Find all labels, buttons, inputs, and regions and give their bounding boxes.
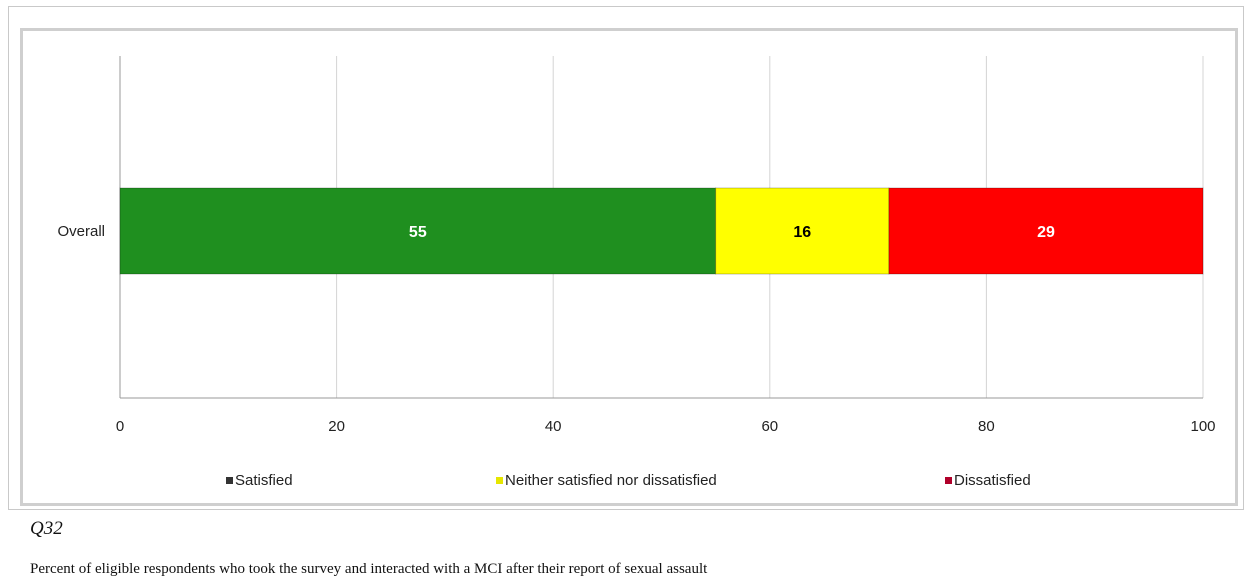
question-number: Q32 xyxy=(30,518,63,539)
legend-swatch-neither xyxy=(496,477,503,484)
chart-legend: Satisfied Neither satisfied nor dissatis… xyxy=(0,472,1250,492)
data-label-1: 16 xyxy=(793,224,811,241)
legend-label-dissatisfied: Dissatisfied xyxy=(954,472,1031,489)
figure-description: Percent of eligible respondents who took… xyxy=(30,561,708,577)
legend-swatch-satisfied xyxy=(226,477,233,484)
legend-label-neither: Neither satisfied nor dissatisfied xyxy=(505,472,717,489)
legend-label-satisfied: Satisfied xyxy=(235,472,293,489)
data-label-2: 29 xyxy=(1037,224,1055,241)
x-tick-label: 60 xyxy=(761,418,778,435)
x-tick-label: 100 xyxy=(1190,418,1215,435)
data-label-0: 55 xyxy=(409,224,427,241)
legend-item-dissatisfied: Dissatisfied xyxy=(945,472,1031,489)
category-label: Overall xyxy=(57,223,105,240)
bar-segment-0 xyxy=(119,187,717,275)
legend-swatch-dissatisfied xyxy=(945,477,952,484)
x-tick-label: 20 xyxy=(328,418,345,435)
legend-item-neither: Neither satisfied nor dissatisfied xyxy=(496,472,717,489)
x-tick-label: 40 xyxy=(545,418,562,435)
x-tick-label: 0 xyxy=(116,418,124,435)
bar-segment-1 xyxy=(715,187,890,275)
legend-item-satisfied: Satisfied xyxy=(226,472,293,489)
x-tick-label: 80 xyxy=(978,418,995,435)
bar-segment-2 xyxy=(888,187,1204,275)
